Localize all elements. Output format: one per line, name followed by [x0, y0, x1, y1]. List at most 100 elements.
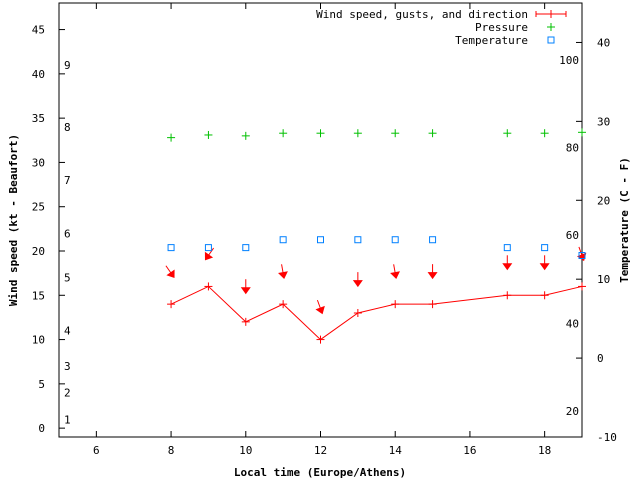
wind-direction-arrow — [576, 246, 587, 262]
beaufort-label: 2 — [64, 387, 71, 400]
x-tick-label: 10 — [239, 444, 252, 457]
wind-speed-point — [204, 282, 213, 291]
temperature-point — [167, 244, 175, 252]
pressure-point — [578, 128, 586, 137]
temperature-point — [317, 236, 324, 244]
pressure-point — [503, 129, 512, 138]
wind-direction-arrow — [539, 255, 550, 271]
beaufort-label: 4 — [64, 325, 71, 338]
legend-marker — [547, 36, 555, 44]
wind-direction-arrow — [165, 265, 175, 279]
wind-direction-arrow — [278, 264, 288, 280]
beaufort-label: 3 — [64, 360, 71, 373]
beaufort-label: 6 — [64, 227, 71, 240]
beaufort-label: 1 — [64, 413, 71, 426]
axes: 6 8 10 12 14 16 18051015202530354045-100102030… — [32, 3, 617, 457]
wind-direction-arrow — [240, 279, 251, 295]
fahrenheit-label: 80 — [566, 141, 579, 154]
wind-direction-arrow — [390, 264, 400, 280]
pressure-point — [428, 129, 437, 138]
wind-speed-point — [578, 282, 586, 291]
legend-label: Pressure — [475, 21, 528, 34]
y2-tick-label: 30 — [597, 115, 610, 128]
y-tick-label: 35 — [32, 112, 45, 125]
pressure-point — [167, 133, 176, 142]
pressure-point — [540, 129, 549, 138]
series-layer — [165, 128, 587, 344]
beaufort-label: 5 — [64, 272, 71, 285]
temperature-point — [541, 244, 549, 252]
y2-tick-label: 20 — [597, 194, 610, 207]
wind-direction-arrow — [315, 299, 325, 315]
y-tick-label: 25 — [32, 201, 45, 214]
pressure-point — [316, 129, 325, 138]
wind-speed-point — [167, 300, 176, 309]
wind-speed-point — [540, 291, 549, 300]
wind-speed-point — [391, 300, 400, 309]
y-tick-label: 40 — [32, 68, 45, 81]
arrow-head — [315, 305, 325, 315]
beaufort-label: 8 — [64, 121, 71, 134]
arrow-head — [390, 271, 400, 280]
y2-tick-label: -10 — [597, 431, 617, 444]
wind-direction-arrow — [352, 272, 363, 288]
beaufort-label: 9 — [64, 59, 71, 72]
legend-marker — [547, 10, 555, 18]
legend: Wind speed, gusts, and directionPressure… — [316, 8, 567, 47]
fahrenheit-label: 40 — [566, 317, 579, 330]
x-tick-label: 16 — [463, 444, 476, 457]
fahrenheit-label: 20 — [566, 405, 579, 418]
y-tick-label: 15 — [32, 289, 45, 302]
temperature-point — [429, 236, 437, 244]
x-tick-label: 14 — [389, 444, 403, 457]
arrow-head — [539, 263, 550, 271]
wind-speed-point — [241, 317, 250, 326]
y-tick-label: 10 — [32, 334, 45, 347]
temperature-point — [503, 244, 511, 252]
wind-speed-point — [353, 309, 362, 317]
x-tick-label: 6 — [93, 444, 100, 457]
pressure-point — [241, 131, 250, 140]
y2-tick-label: 40 — [597, 36, 610, 49]
plot-frame — [58, 2, 583, 438]
wind-speed-point — [428, 300, 437, 309]
y-tick-label: 0 — [38, 422, 45, 435]
wind-direction-arrow — [427, 264, 438, 280]
beaufort-label: 7 — [64, 174, 71, 187]
arrow-head — [204, 251, 214, 261]
temperature-point — [354, 236, 362, 244]
arrow-head — [502, 263, 513, 271]
pressure-point — [279, 129, 288, 138]
x-tick-label: 18 — [538, 444, 551, 457]
legend-marker — [547, 23, 555, 31]
y-tick-label: 5 — [38, 378, 45, 391]
x-tick-label: 8 — [168, 444, 175, 457]
wind-direction-arrow — [204, 247, 215, 261]
y2-axis-label: Temperature (C - F) — [618, 157, 631, 283]
wind-speed-point — [316, 335, 325, 344]
legend-label: Wind speed, gusts, and direction — [316, 8, 528, 21]
x-axis-label: Local time (Europe/Athens) — [234, 466, 406, 479]
pressure-point — [391, 129, 400, 138]
temperature-point — [242, 244, 250, 252]
arrow-head — [427, 272, 438, 280]
fahrenheit-label: 60 — [566, 229, 579, 242]
pressure-point — [353, 129, 362, 138]
temperature-point — [279, 236, 287, 244]
y-axis-label: Wind speed (kt - Beaufort) — [7, 134, 20, 306]
temperature-point — [204, 244, 212, 252]
arrow-head — [240, 287, 251, 295]
y2-tick-label: 10 — [597, 273, 610, 286]
fahrenheit-label: 100 — [559, 54, 579, 67]
wind-speed-line — [170, 285, 583, 341]
arrow-head — [352, 280, 363, 288]
legend-label: Temperature — [455, 34, 528, 47]
pressure-point — [204, 130, 213, 139]
arrow-head — [278, 271, 288, 280]
arrow-head — [166, 269, 175, 279]
x-tick-label: 12 — [314, 444, 327, 457]
y-tick-label: 30 — [32, 156, 45, 169]
temperature-point — [578, 252, 586, 260]
wind-direction-arrow — [502, 255, 513, 271]
